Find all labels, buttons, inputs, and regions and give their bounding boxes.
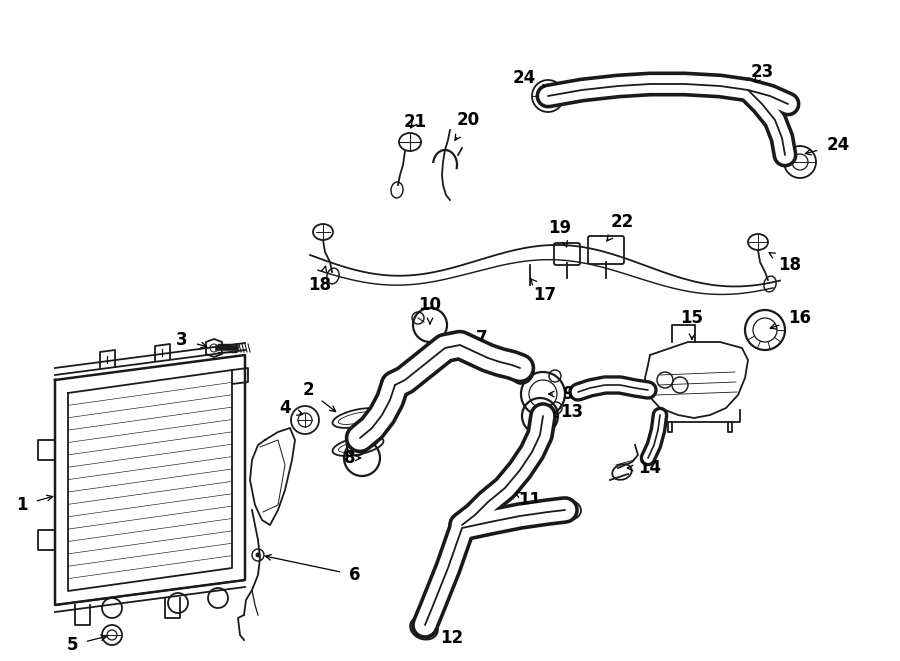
Text: 24: 24 xyxy=(512,69,547,89)
Text: 18: 18 xyxy=(309,266,331,294)
Text: 11: 11 xyxy=(515,491,542,509)
Text: 18: 18 xyxy=(770,253,802,274)
Text: 22: 22 xyxy=(607,213,634,241)
Text: 1: 1 xyxy=(16,495,52,514)
Text: 6: 6 xyxy=(266,555,361,584)
Text: 24: 24 xyxy=(806,136,850,155)
Text: 8: 8 xyxy=(344,449,361,467)
Text: 17: 17 xyxy=(530,278,556,304)
Text: 2: 2 xyxy=(302,381,336,412)
Text: 14: 14 xyxy=(627,459,662,477)
Text: 16: 16 xyxy=(770,309,812,329)
Text: 7: 7 xyxy=(468,329,488,352)
Text: 5: 5 xyxy=(67,635,106,654)
Text: 21: 21 xyxy=(403,113,427,131)
Circle shape xyxy=(256,553,260,557)
Text: 13: 13 xyxy=(551,403,583,421)
Text: 15: 15 xyxy=(680,309,704,340)
Text: 20: 20 xyxy=(455,111,480,140)
Text: 3: 3 xyxy=(176,331,207,349)
Text: 10: 10 xyxy=(418,296,442,324)
Text: 4: 4 xyxy=(279,399,302,417)
Text: 23: 23 xyxy=(751,63,774,84)
Text: 12: 12 xyxy=(429,629,464,647)
Text: 19: 19 xyxy=(548,219,572,247)
Text: 9: 9 xyxy=(549,385,574,403)
